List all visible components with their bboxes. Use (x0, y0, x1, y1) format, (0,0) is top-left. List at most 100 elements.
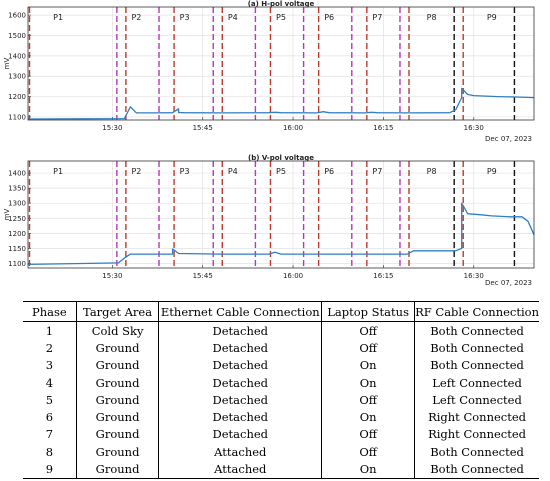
cell-rf-cable: Both Connected (414, 339, 539, 357)
cell-target-area: Ground (75, 373, 159, 392)
table-row: 9 Ground Attached On Both Connected (23, 460, 539, 479)
x-tick-label: 15:30 (102, 124, 122, 132)
phase-label: P2 (131, 167, 141, 176)
phase-label: P1 (53, 13, 63, 22)
phase-label: P1 (53, 167, 63, 176)
y-tick-label: 1200 (8, 230, 26, 238)
cell-laptop: On (321, 356, 415, 374)
date-label: Dec 07, 2023 (485, 279, 532, 287)
plot-frame (27, 160, 535, 269)
y-axis-label: mV (3, 57, 11, 69)
cell-ethernet: Attached (158, 460, 322, 479)
x-tick-label: 16:30 (464, 124, 484, 132)
cell-laptop: On (321, 408, 415, 426)
cell-ethernet: Detached (158, 321, 322, 340)
cell-ethernet: Detached (158, 356, 322, 374)
y-tick-label: 1300 (8, 73, 26, 81)
table-row: 2 Ground Detached Off Both Connected (23, 339, 539, 357)
header-laptop-status: Laptop Status (321, 301, 415, 322)
table-header-row: Phase Target Area Ethernet Cable Connect… (23, 301, 539, 322)
cell-ethernet: Detached (158, 339, 322, 357)
x-tick-label: 16:15 (373, 272, 393, 280)
phase-label: P3 (180, 167, 190, 176)
cell-phase: 8 (45, 444, 54, 459)
phase-label: P7 (372, 13, 382, 22)
cell-phase: 9 (23, 460, 77, 479)
phase-label: P2 (131, 13, 141, 22)
cell-target-area: Cold Sky (75, 321, 159, 340)
cell-phase: 1 (45, 323, 54, 338)
header-rf-cable: RF Cable Connection (414, 301, 539, 322)
cell-rf-cable: Left Connected (414, 373, 539, 392)
voltage-series-line (27, 87, 535, 120)
cell-rf-cable: Right Connected (414, 408, 539, 426)
phase-label: P6 (324, 13, 334, 22)
phase-label: P3 (180, 13, 190, 22)
cell-laptop: Off (321, 391, 415, 409)
cell-ethernet: Attached (158, 443, 322, 461)
cell-phase: 3 (45, 358, 54, 373)
y-tick-label: 1100 (8, 260, 26, 268)
y-tick-label: 1250 (8, 215, 26, 223)
cell-rf-cable: Both Connected (414, 443, 539, 461)
phase-label: P4 (228, 167, 238, 176)
cell-target-area: Ground (75, 443, 159, 461)
phase-label: P5 (276, 13, 286, 22)
y-tick-label: 1600 (8, 12, 26, 20)
phase-label: P8 (427, 167, 437, 176)
chart-title: (a) H-pol voltage (248, 0, 315, 8)
cell-laptop: On (321, 460, 415, 479)
phase-label: P5 (276, 167, 286, 176)
header-phase: Phase (23, 301, 77, 322)
x-tick-label: 16:00 (283, 272, 303, 280)
cell-ethernet: Detached (158, 373, 322, 392)
x-tick-label: 15:45 (193, 124, 213, 132)
date-label: Dec 07, 2023 (485, 135, 532, 143)
cell-phase: 7 (45, 427, 54, 442)
cell-target-area: Ground (75, 339, 159, 357)
cell-ethernet: Detached (158, 391, 322, 409)
cell-target-area: Ground (75, 356, 159, 374)
cell-rf-cable: Left Connected (414, 391, 539, 409)
table-row: 5 Ground Detached Off Left Connected (23, 391, 539, 409)
cell-phase: 6 (45, 410, 54, 425)
cell-target-area: Ground (75, 391, 159, 409)
y-tick-label: 1100 (8, 113, 26, 121)
table-row: 1 Cold Sky Detached Off Both Connected (23, 321, 539, 340)
x-tick-label: 16:30 (464, 272, 484, 280)
phase-label: P7 (372, 167, 382, 176)
x-tick-label: 16:00 (283, 124, 303, 132)
y-tick-label: 1200 (8, 93, 26, 101)
phase-table: Phase Target Area Ethernet Cable Connect… (23, 301, 539, 479)
phase-label: P6 (324, 167, 334, 176)
table-row: 6 Ground Detached On Right Connected (23, 408, 539, 426)
x-tick-label: 15:45 (193, 272, 213, 280)
table-row: 8 Ground Attached Off Both Connected (23, 443, 539, 461)
phase-label: P9 (487, 13, 497, 22)
voltage-charts: 1100 1200 1300 1400 1500 1600 15:30 15:45 16:00 1… (3, 0, 535, 287)
cell-target-area: Ground (75, 460, 159, 479)
y-tick-label: 1350 (8, 185, 26, 193)
y-tick-label: 1150 (8, 245, 26, 253)
cell-ethernet: Detached (158, 408, 322, 426)
cell-rf-cable: Both Connected (414, 321, 539, 340)
cell-rf-cable: Right Connected (414, 425, 539, 444)
cell-phase: 2 (45, 340, 54, 355)
table-row: 4 Ground Detached On Left Connected (23, 373, 539, 392)
y-tick-label: 1500 (8, 32, 26, 40)
cell-target-area: Ground (75, 425, 159, 444)
chart-title: (b) V-pol voltage (248, 154, 314, 162)
table-row: 7 Ground Detached Off Right Connected (23, 425, 539, 444)
x-tick-label: 15:30 (102, 272, 122, 280)
voltage-series-line (27, 202, 535, 266)
cell-laptop: Off (321, 339, 415, 357)
chart-panel-1: 1100 1200 1300 1400 1500 1600 15:30 15:45 16:00 1… (3, 0, 535, 143)
cell-ethernet: Detached (158, 425, 322, 444)
cell-rf-cable: Both Connected (414, 460, 539, 479)
phase-label: P4 (228, 13, 238, 22)
cell-laptop: Off (321, 443, 415, 461)
y-tick-label: 1400 (8, 52, 26, 60)
phase-label: P8 (427, 13, 437, 22)
table-row: 3 Ground Detached On Both Connected (23, 356, 539, 374)
cell-phase: 4 (45, 375, 54, 390)
